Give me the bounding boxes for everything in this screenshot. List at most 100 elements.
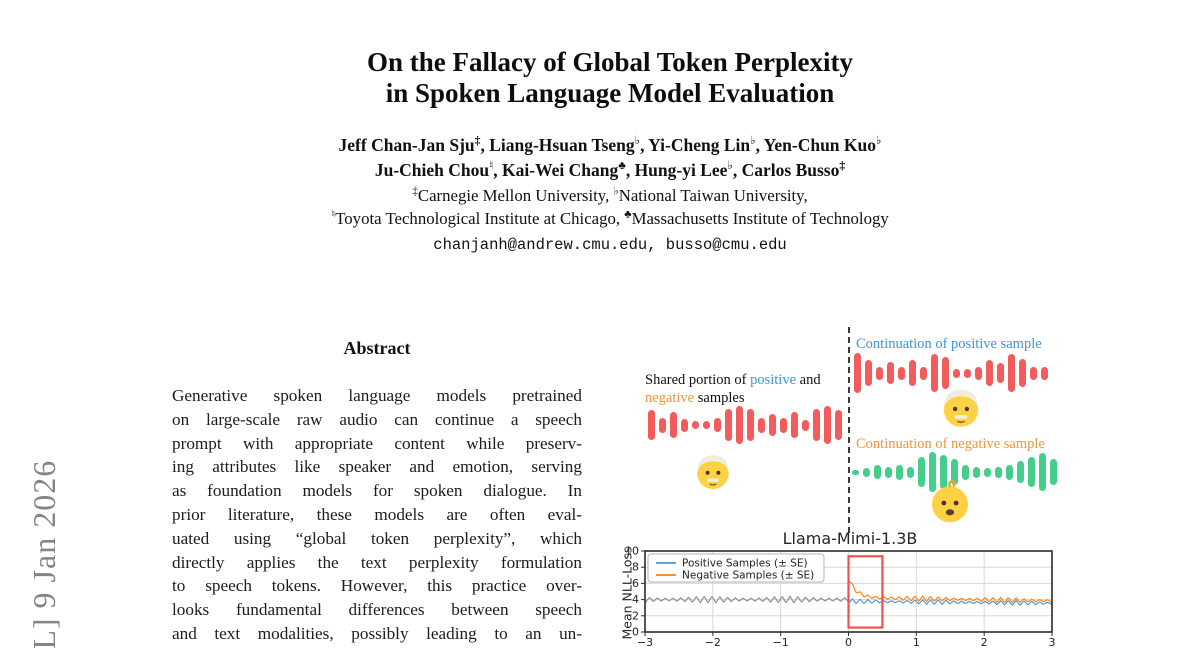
svg-text:−2: −2 [705,636,721,648]
old-man-emoji [938,384,984,435]
waveform-bar [942,357,949,389]
waveform-bar [1030,366,1037,380]
svg-text:−3: −3 [637,636,653,648]
abstract-line: and text modalities, possibly leading to… [172,623,582,643]
waveform-bar [898,366,905,380]
abstract-line: as foundation models for spoken dialogue… [172,481,582,501]
svg-text:2: 2 [981,636,988,648]
waveform-bar [736,406,743,444]
waveform-bar [953,368,960,378]
waveform-bar [876,366,883,380]
waveform-bar [692,421,699,429]
waveform-bar [918,457,925,487]
waveform-bar [791,412,798,438]
svg-text:10: 10 [625,545,639,558]
arxiv-banner: CL] 9 Jan 2026 [26,459,62,648]
abstract-line: looks fundamental differences between sp… [172,600,582,620]
paper-title-line1: On the Fallacy of Global Token Perplexit… [366,47,853,77]
waveform-bar [964,368,971,378]
negative-continuation-label: Continuation of negative sample [856,436,1045,452]
waveform-bar [909,360,916,386]
svg-text:Negative Samples (± SE): Negative Samples (± SE) [682,570,814,582]
waveform-bar [865,360,872,386]
shared-portion-label-line2: negative samples [645,390,745,406]
svg-text:Positive Samples (± SE): Positive Samples (± SE) [682,558,808,570]
waveform-bar [852,469,859,475]
waveform-bar [802,419,809,431]
abstract-line: ing attributes like speaker and emotion,… [172,457,582,477]
waveform-bar [1028,457,1035,487]
svg-text:−1: −1 [773,636,789,648]
abstract-line: Generative spoken language models pretra… [172,386,582,405]
affiliations-line1: ‡Carnegie Mellon University, ♭National T… [412,185,808,205]
abstract-text: Generative spoken language models pretra… [172,384,582,646]
abstract-line: prompt with appropriate content while pr… [172,433,582,453]
nll-loss-chart: −3 −2 −1 0 1 2 3 0 2 4 6 8 10 Positive Samples (± SE)… [625,545,1056,648]
waveform-bar [659,417,666,433]
svg-text:6: 6 [632,577,639,590]
waveform-bar [973,466,980,478]
paper-title-line2: in Spoken Language Model Evaluation [385,78,835,108]
waveform-bar [997,363,1004,383]
waveform-bar [824,406,831,444]
waveform-bar [975,366,982,380]
shared-waveform [648,404,842,446]
split-dashed-line [848,327,850,533]
waveform-bar [887,362,894,384]
waveform-bar [1019,359,1026,387]
svg-text:2: 2 [632,609,639,622]
waveform-bar [670,412,677,438]
waveform-bar [940,455,947,489]
waveform-bar [1041,366,1048,380]
waveform-bar [758,417,765,433]
waveform-bar [1050,459,1057,485]
waveform-bar [854,353,861,393]
svg-text:4: 4 [632,593,639,606]
authors-line2: Ju-Chieh Chou♮, Kai-Wei Chang♣, Hung-yi … [374,160,846,180]
waveform-bar [863,467,870,477]
abstract-line: to speech tokens. However, this practice… [172,576,582,596]
old-man-emoji [692,450,734,497]
waveform-bar [951,459,958,485]
positive-waveform [854,350,1048,396]
waveform-bar [920,366,927,380]
waveform-bar [929,452,936,492]
waveform-bar [931,354,938,392]
abstract-line: on large-scale raw audio can continue a … [172,409,582,429]
chart-title: Llama-Mimi-1.3B [782,529,918,548]
authors-line1: Jeff Chan-Jan Sju‡, Liang-Hsuan Tseng♭, … [338,135,882,155]
waveform-bar [725,409,732,441]
waveform-bar [1006,464,1013,480]
waveform-bar [813,409,820,441]
waveform-bar [874,465,881,479]
waveform-bar [995,466,1002,478]
waveform-bar [780,417,787,433]
svg-text:0: 0 [632,626,639,639]
waveform-bar [714,418,721,432]
waveform-bar [962,464,969,480]
svg-text:8: 8 [632,561,639,574]
waveform-bar [648,410,655,440]
waveform-bar [1039,453,1046,491]
svg-text:1: 1 [913,636,920,648]
waveform-bar [769,414,776,436]
waveform-bar [885,466,892,478]
waveform-bar [1017,461,1024,483]
author-emails: chanjanh@andrew.cmu.edu, busso@cmu.edu [433,236,787,254]
abstract-line: uated using “global token perplexity”, w… [172,528,582,548]
affiliations-line2: ♮Toyota Technological Institute at Chica… [331,208,889,228]
waveform-bar [747,409,754,441]
negative-waveform [852,451,1057,493]
shared-portion-label-line1: Shared portion of positive and [645,372,821,388]
svg-text:3: 3 [1049,636,1056,648]
waveform-bar [703,421,710,429]
waveform-bar [986,360,993,386]
waveform-bar [896,464,903,480]
waveform-bar [907,466,914,478]
abstract-line: prior literature, these models are often… [172,504,582,524]
svg-text:0: 0 [845,636,852,648]
baby-emoji [926,479,974,532]
abstract-line: directly applies the text perplexity for… [172,552,582,572]
positive-continuation-label: Continuation of positive sample [856,336,1042,352]
